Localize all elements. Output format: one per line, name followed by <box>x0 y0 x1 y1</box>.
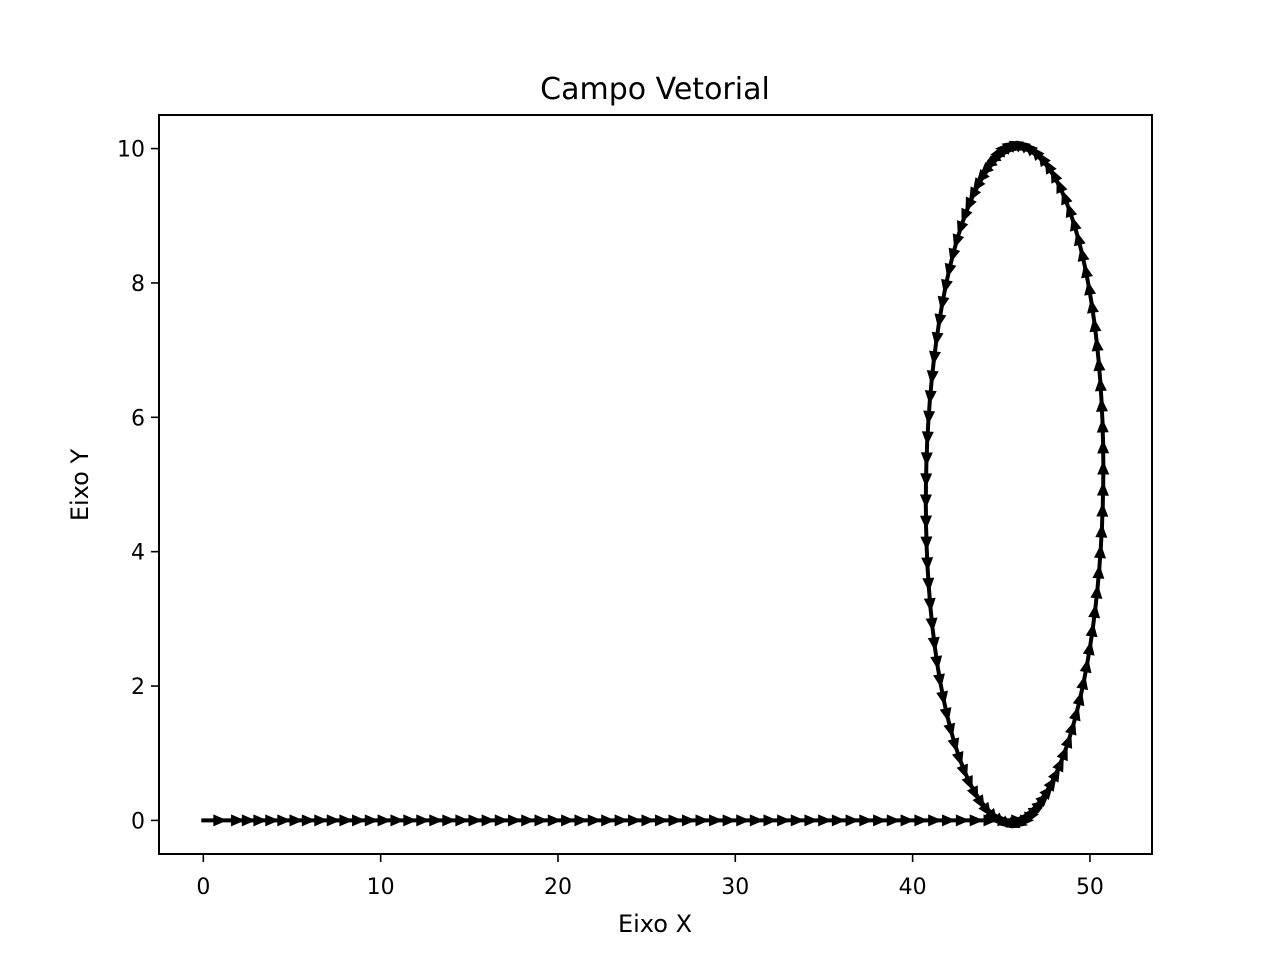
y-tick-label: 6 <box>131 406 145 431</box>
y-tick-label: 2 <box>131 675 145 700</box>
x-tick-label: 40 <box>899 875 927 900</box>
y-axis-ticks: 0 2 4 6 8 10 <box>117 138 159 835</box>
y-tick-label: 10 <box>117 138 145 163</box>
y-tick-label: 8 <box>131 272 145 297</box>
x-tick-label: 0 <box>196 875 210 900</box>
y-tick-label: 0 <box>131 809 145 834</box>
x-tick-label: 10 <box>367 875 395 900</box>
x-tick-label: 30 <box>721 875 749 900</box>
plot-area <box>159 115 1152 854</box>
x-tick-label: 20 <box>544 875 572 900</box>
chart-title: Campo Vetorial <box>540 72 770 107</box>
x-axis-ticks: 0 10 20 30 40 50 <box>196 854 1104 900</box>
y-tick-label: 4 <box>131 541 145 566</box>
y-axis-label: Eixo Y <box>66 449 94 522</box>
x-tick-label: 50 <box>1076 875 1104 900</box>
x-axis-label: Eixo X <box>618 910 692 938</box>
